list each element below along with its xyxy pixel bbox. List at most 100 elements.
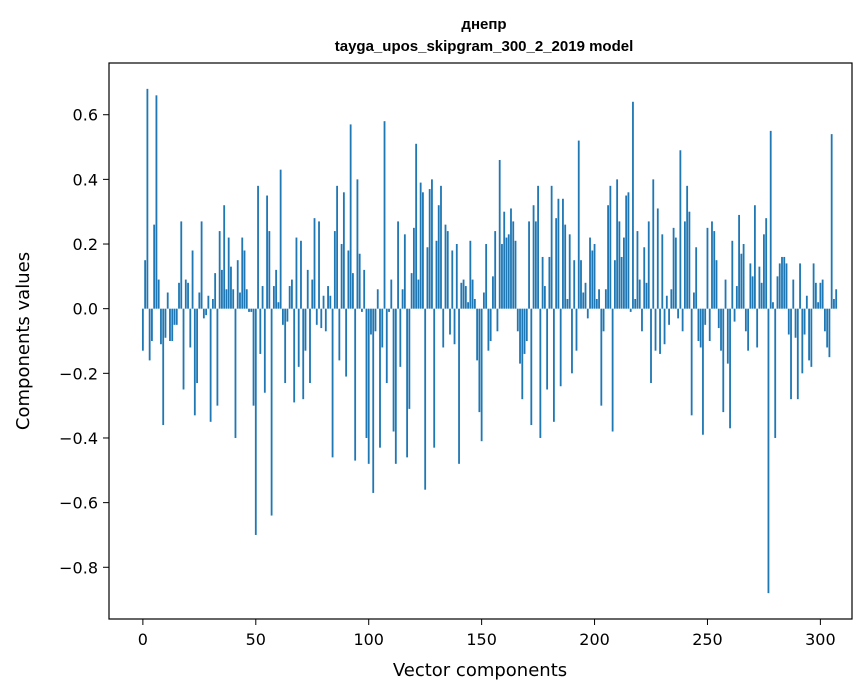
bar [462,279,465,309]
bar [785,263,788,309]
bar [747,308,750,351]
bar [559,308,562,387]
y-tick-label: −0.4 [59,429,98,448]
bar [467,302,469,309]
bar [523,308,526,354]
bar [275,269,278,309]
bar [602,308,605,332]
bar [252,308,255,406]
bar [641,308,643,332]
bar [769,130,772,309]
bar [164,308,167,338]
y-tick-label: 0.6 [73,106,98,125]
bar [580,260,582,309]
bar [451,250,454,309]
bar [674,237,677,309]
bar [492,276,494,309]
bar [713,231,716,309]
x-tick-label: 150 [466,630,497,649]
bar [311,279,314,309]
bar [291,279,293,309]
bar [756,308,759,348]
bar [248,308,250,312]
bar [327,286,329,309]
bar [516,308,519,332]
bar [810,308,813,367]
bar [564,224,567,309]
x-tick-label: 300 [805,630,836,649]
y-tick-label: 0.0 [73,300,98,319]
bar [476,308,479,361]
x-tick-label: 200 [579,630,610,649]
bar [652,179,655,309]
bar [665,295,668,309]
bar [417,279,420,309]
bar [575,308,578,351]
bar [543,286,546,309]
bar [636,231,639,309]
x-tick-label: 100 [353,630,384,649]
bar [552,308,555,422]
bar [704,308,707,325]
bar [469,240,472,309]
bar [796,308,799,400]
bar [726,308,729,364]
bar [670,289,673,309]
bar [733,308,736,322]
bar [329,295,332,309]
bar [699,308,702,348]
bar [428,189,431,309]
bar [324,308,327,332]
x-axis: 0 50 100 150 200 250 300 [138,619,836,649]
bar [284,308,287,384]
bar [510,208,512,309]
bar [539,308,542,438]
bar [724,279,727,309]
bar [257,185,259,309]
bar [742,244,745,309]
bar [446,231,449,309]
bar [803,308,806,335]
bar [146,88,149,309]
bar [383,121,386,309]
bar [772,302,774,309]
bar [546,308,549,390]
bar [833,298,835,309]
bar [160,308,162,345]
bar [584,282,587,309]
bar [415,143,418,309]
bar [180,221,183,309]
bar [347,250,350,309]
bar [155,95,158,309]
bar [178,282,180,309]
bar [681,308,684,332]
bar [503,211,506,309]
bar [399,308,402,367]
bar [331,308,334,458]
bar [826,308,829,348]
bar [647,221,650,309]
bar [263,308,266,393]
bar [697,308,700,341]
bar [374,308,377,332]
bar [749,263,752,309]
bar [281,308,284,325]
y-tick-label: 0.4 [73,170,98,189]
bar [356,179,359,309]
bar [406,308,409,458]
bar [333,231,336,309]
bar [261,286,264,309]
bar [706,227,709,309]
bar [735,286,738,309]
bar [629,308,632,312]
bar [485,244,488,309]
bar [480,308,483,442]
bar [363,269,366,309]
bar [157,279,160,309]
bar [148,308,151,361]
bar [184,279,187,309]
bar [471,279,474,309]
bar [794,308,797,338]
bar [767,308,770,594]
bar [591,250,594,309]
